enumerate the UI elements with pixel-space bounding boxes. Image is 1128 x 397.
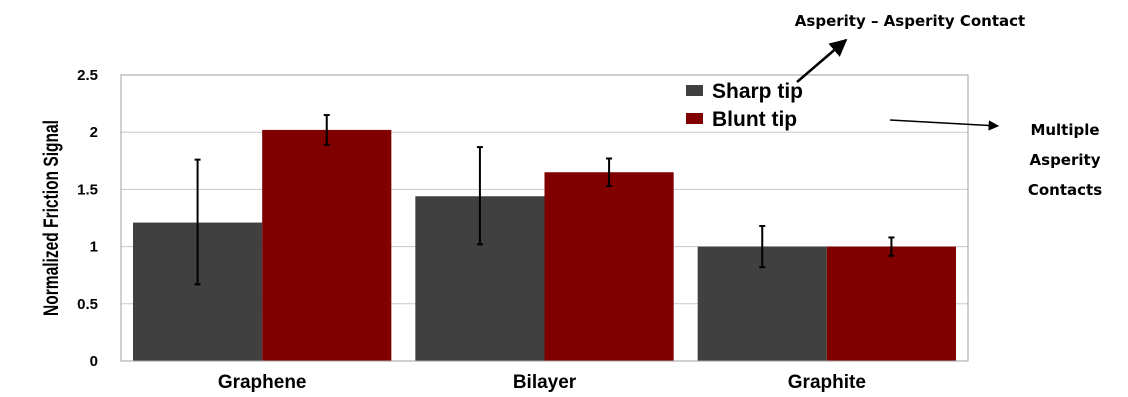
bar-blunt-tip-bilayer — [545, 172, 674, 361]
legend-swatch-sharp-tip — [686, 85, 703, 96]
x-category-label: Graphene — [218, 372, 307, 393]
annotation-contacts-text: Contacts — [1028, 181, 1102, 199]
legend-label-blunt-tip: Blunt tip — [712, 108, 797, 131]
bars — [133, 130, 956, 361]
bar-blunt-tip-graphite — [827, 247, 956, 361]
annotation-asperity-contact-text: Asperity – Asperity Contact — [795, 12, 1025, 30]
y-tick-label: 1 — [90, 239, 98, 256]
annotation-asperity-text: Asperity — [1030, 151, 1101, 169]
x-category-label: Graphite — [788, 372, 866, 393]
legend-label-sharp-tip: Sharp tip — [712, 80, 803, 103]
y-tick-label: 0.5 — [77, 296, 98, 313]
y-axis-title: Normalized Friction Signal — [39, 120, 63, 316]
annotation-arrow-right — [890, 120, 998, 126]
y-tick-label: 1.5 — [77, 181, 98, 198]
y-tick-label: 2.5 — [77, 67, 98, 84]
x-category-label: Bilayer — [513, 372, 577, 393]
legend: Sharp tip Blunt tip — [686, 80, 803, 131]
annotation-sharp-tip: Asperity – Asperity Contact — [795, 12, 1025, 82]
bar-blunt-tip-graphene — [262, 130, 391, 361]
x-axis-categories: Graphene Bilayer Graphite — [218, 372, 866, 393]
annotation-multiple-text: Multiple — [1030, 121, 1099, 139]
legend-swatch-blunt-tip — [686, 113, 703, 124]
y-tick-label: 0 — [90, 353, 98, 370]
y-tick-label: 2 — [90, 124, 98, 141]
annotation-arrow-up — [797, 40, 846, 82]
y-axis-ticks: 0 0.5 1 1.5 2 2.5 — [77, 67, 98, 370]
